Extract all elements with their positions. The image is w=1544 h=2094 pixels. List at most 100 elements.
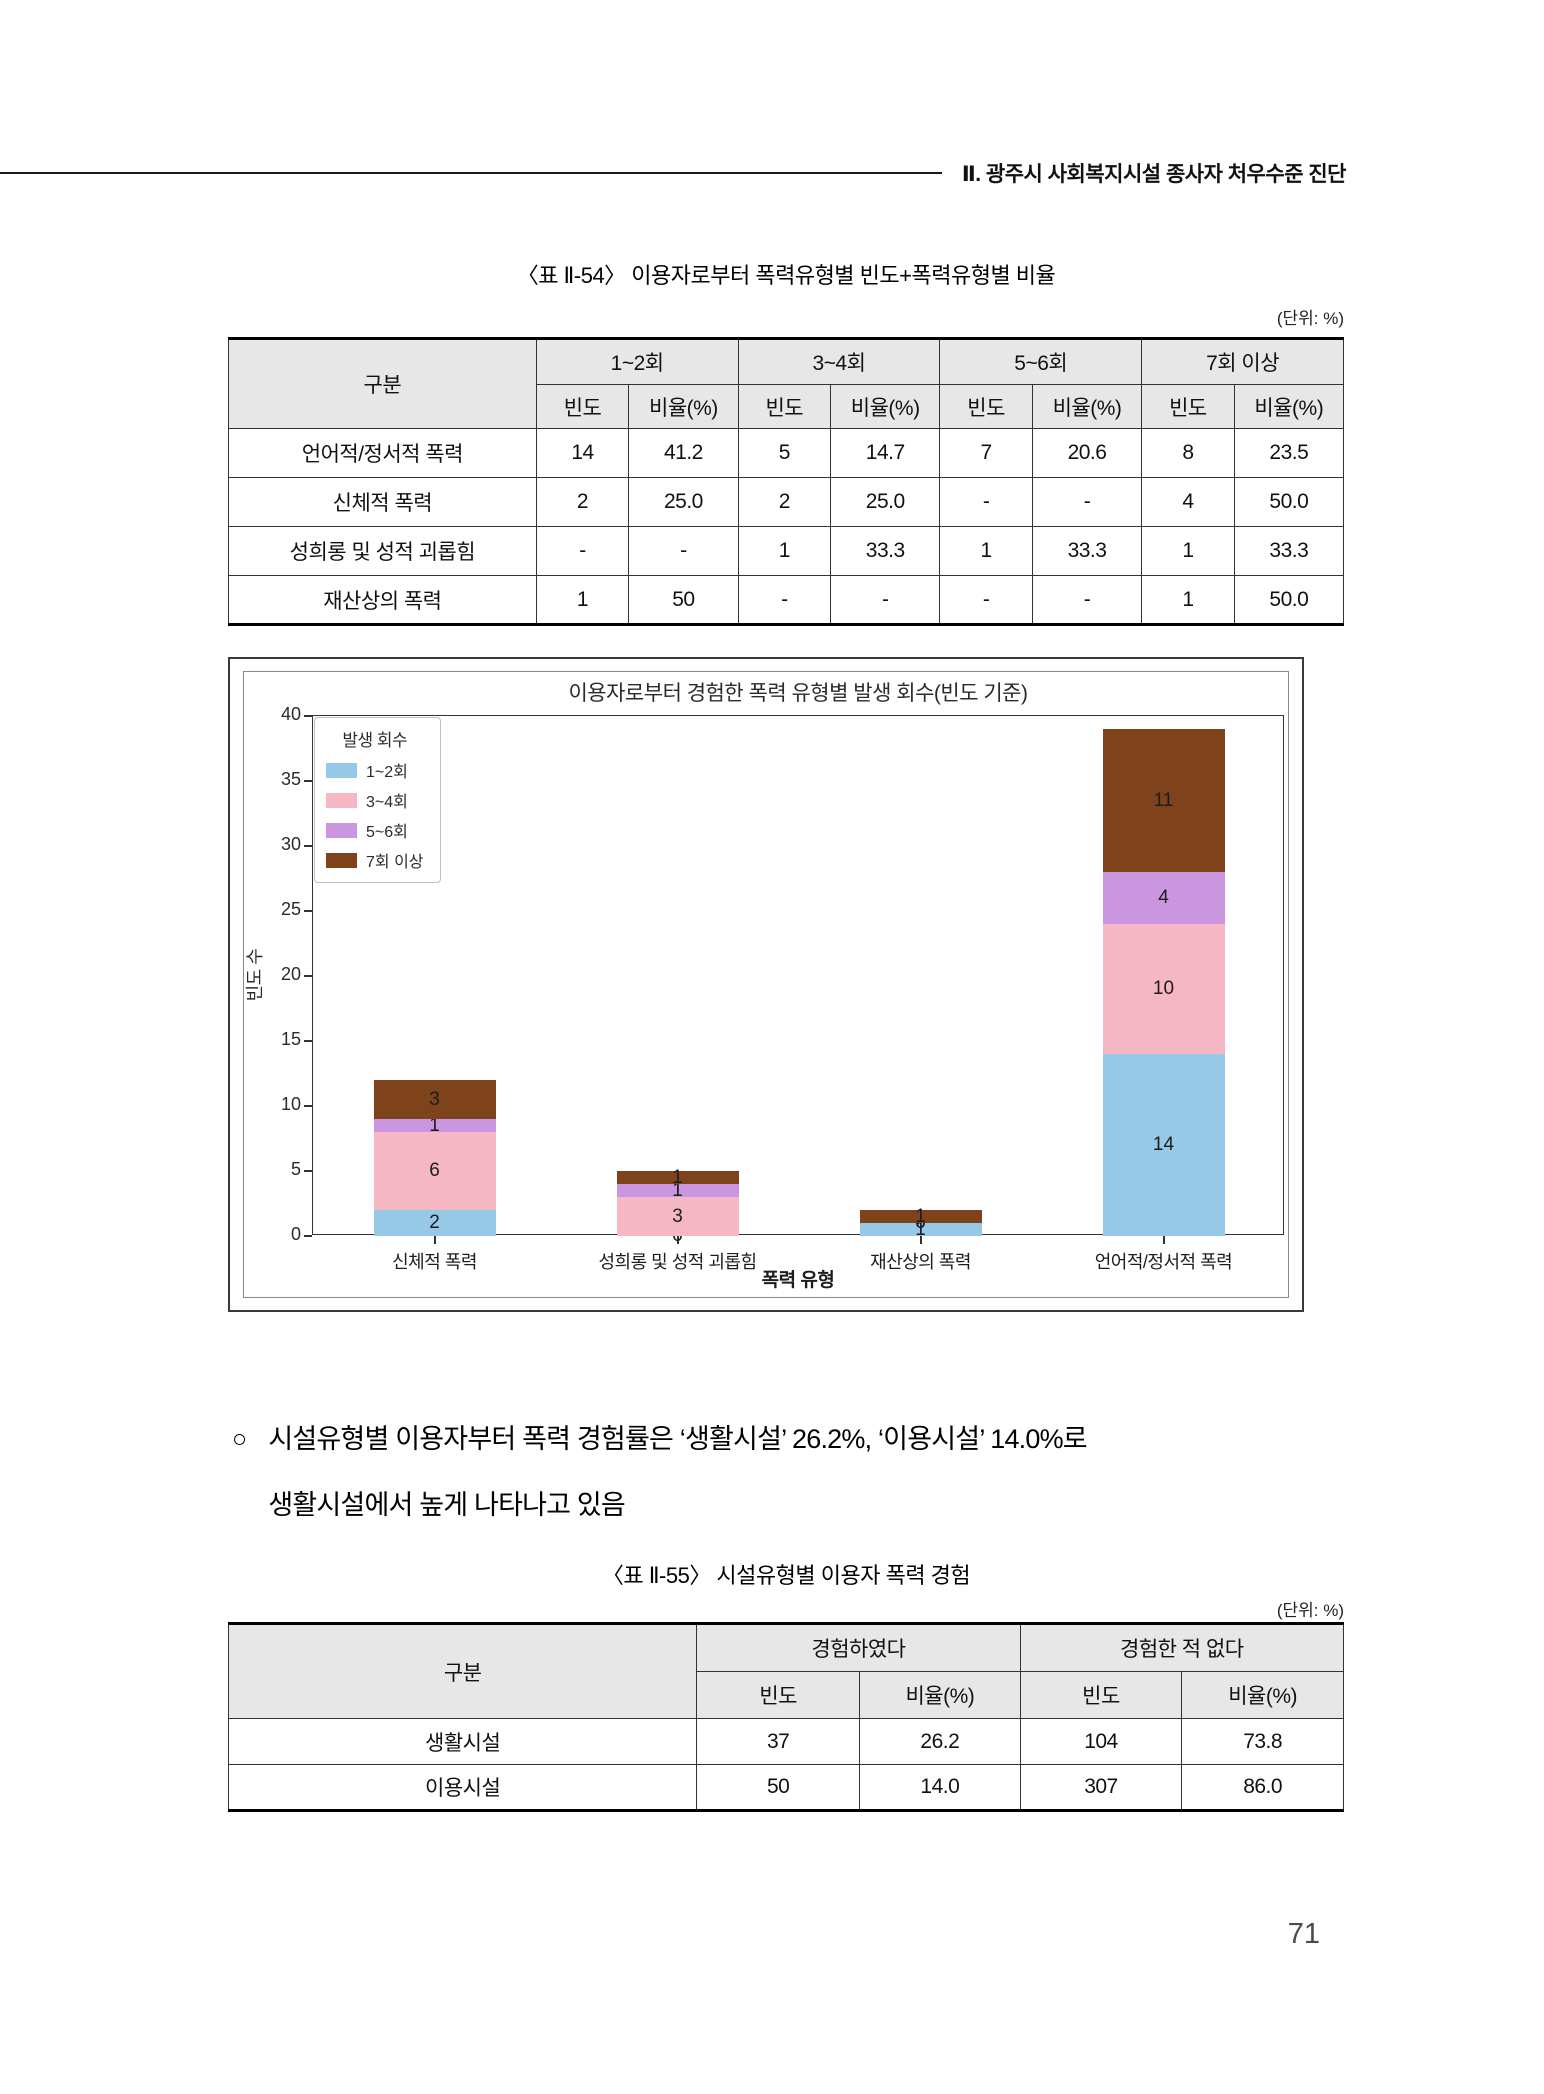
cell-value: - <box>939 477 1033 527</box>
table-row: 성희롱 및 성적 괴롭힘 - -1 33.3 1 33.3 1 33.3 <box>228 526 1345 576</box>
legend-label: 7회 이상 <box>366 854 424 871</box>
cell-value: 26.2 <box>859 1718 1021 1765</box>
table-row: 재산상의 폭력 1 50- - - -1 50.0 <box>228 575 1345 625</box>
y-tick-mark <box>304 1105 312 1107</box>
bar-segment <box>373 1080 496 1119</box>
legend-swatch <box>326 852 357 868</box>
legend-entry: 5~6회 <box>326 818 424 842</box>
x-axis-label: 폭력 유형 <box>761 1270 835 1291</box>
sub-header: 빈도 <box>939 384 1033 429</box>
table-row: 언어적/정서적 폭력 14 41.2 5 14.7 7 20.6 8 23.5 <box>228 428 1345 478</box>
bar-segment-label: 6 <box>429 1160 440 1181</box>
bar-segment-label: 14 <box>1152 1134 1175 1155</box>
legend-label: 5~6회 <box>366 824 408 841</box>
table-row: 생활시설 37 26.2 104 73.8 <box>227 1718 1344 1765</box>
y-tick-label: 10 <box>280 1094 301 1114</box>
cell-value: 25.0 <box>628 477 739 527</box>
cell-value: 14.7 <box>830 428 941 478</box>
col-group-header: 경험하였다 <box>696 1623 1021 1672</box>
table2-unit-label: (단위: %) <box>1276 1601 1344 1620</box>
col-group-header: 1~2회 <box>535 338 739 385</box>
y-tick-mark <box>304 715 312 717</box>
row-label: 생활시설 <box>227 1718 698 1765</box>
chart-legend: 발생 회수 1~2회 3~4회 5~6회 7회 이상 <box>314 717 441 883</box>
y-tick-mark <box>304 845 312 847</box>
bar-segment <box>373 1132 496 1210</box>
cell-value: 4 <box>1141 477 1235 527</box>
cell-value: 33.3 <box>1031 526 1143 576</box>
cell-value: 33.3 <box>830 526 941 576</box>
bar-segment-label: 3 <box>429 1088 440 1110</box>
bar-segment-label: 1 <box>672 1179 683 1201</box>
sub-header: 비율(%) <box>859 1671 1021 1719</box>
legend-entry: 1~2회 <box>326 758 424 782</box>
bar-segment <box>859 1223 982 1236</box>
page-number: 71 <box>1287 1918 1320 1950</box>
sub-header: 비율(%) <box>1031 384 1143 429</box>
y-tick-label: 0 <box>290 1224 301 1244</box>
bar-segment-label: 11 <box>1153 789 1174 811</box>
sub-header: 비율(%) <box>830 384 941 429</box>
legend-swatch <box>326 822 357 838</box>
violence-frequency-table: 구분 1~2회 3~4회 5~6회 7회 이상 빈도 비율(%) 빈도 비율(%… <box>228 337 1345 626</box>
cell-value: 14.0 <box>859 1764 1021 1811</box>
cell-value: 37 <box>696 1718 861 1765</box>
finding-bullet: ○ 시설유형별 이용자부터 폭력 경험률은 ‘생활시설’ 26.2%, ‘이용시… <box>232 1406 1352 1538</box>
bar-segment <box>373 1210 496 1236</box>
bullet-line-2: 생활시설에서 높게 나타나고 있음 <box>268 1490 625 1520</box>
corner-header: 구분 <box>227 1623 698 1719</box>
cell-value: 50 <box>628 575 739 625</box>
cell-value: 1 <box>939 526 1033 576</box>
cell-value: 33.3 <box>1233 526 1345 576</box>
bar-segment <box>1102 729 1225 872</box>
bar-segment-label: 10 <box>1152 978 1175 999</box>
sub-header: 비율(%) <box>1233 384 1345 429</box>
sub-header: 비율(%) <box>628 384 739 429</box>
bar-segment-label: 2 <box>429 1212 440 1233</box>
bar-segment <box>1102 924 1225 1054</box>
bar-segment-label: 3 <box>672 1205 683 1227</box>
col-group-header: 5~6회 <box>939 338 1143 385</box>
y-tick-label: 15 <box>280 1029 301 1049</box>
bar-segment-label: 1 <box>915 1205 926 1227</box>
running-head: Ⅱ. 광주시 사회복지시설 종사자 처우수준 진단 <box>0 158 1347 188</box>
row-label: 언어적/정서적 폭력 <box>228 428 537 478</box>
table1-unit-label: (단위: %) <box>1276 309 1344 328</box>
cell-value: 2 <box>535 477 630 527</box>
cell-value: 23.5 <box>1233 428 1345 478</box>
y-tick-mark <box>304 1235 312 1237</box>
cell-value: 307 <box>1019 1764 1183 1811</box>
cell-value: 7 <box>939 428 1033 478</box>
header-title: Ⅱ. 광주시 사회복지시설 종사자 처우수준 진단 <box>961 163 1347 186</box>
bar-segment <box>616 1197 739 1236</box>
cell-value: - <box>535 526 630 576</box>
cell-value: 104 <box>1019 1718 1183 1765</box>
sub-header: 빈도 <box>535 384 630 429</box>
x-tick-mark <box>676 1236 679 1244</box>
figure-frame <box>243 671 1289 1298</box>
table2-body: 생활시설 37 26.2 104 73.8 이용시설 50 14.0 307 86.0 <box>227 1718 1344 1811</box>
cell-value: 20.6 <box>1031 428 1143 478</box>
legend-label: 1~2회 <box>366 764 408 781</box>
bar-segment-label: 1 <box>672 1166 683 1188</box>
corner-header: 구분 <box>228 338 537 429</box>
cell-value: 50 <box>696 1764 861 1811</box>
cell-value: 2 <box>737 477 832 527</box>
y-tick-mark <box>304 1170 312 1172</box>
x-tick-mark <box>919 1236 922 1244</box>
y-tick-label: 5 <box>290 1159 301 1179</box>
bullet-text: 시설유형별 이용자부터 폭력 경험률은 ‘생활시설’ 26.2%, ‘이용시설’… <box>268 1406 1087 1538</box>
cell-value: 25.0 <box>830 477 941 527</box>
table-row: 이용시설 50 14.0 307 86.0 <box>227 1764 1344 1811</box>
cell-value: 8 <box>1141 428 1235 478</box>
chart-title: 이용자로부터 경험한 폭력 유형별 발생 회수(빈도 기준) <box>568 682 1028 705</box>
cell-value: 86.0 <box>1181 1764 1344 1811</box>
sub-header: 빈도 <box>1019 1671 1183 1719</box>
legend-swatch <box>326 762 357 778</box>
y-tick-label: 30 <box>280 834 301 854</box>
row-label: 재산상의 폭력 <box>228 575 537 625</box>
cell-value: 1 <box>535 575 630 625</box>
x-tick-label: 신체적 폭력 <box>392 1252 477 1272</box>
bar-segment <box>859 1210 982 1223</box>
